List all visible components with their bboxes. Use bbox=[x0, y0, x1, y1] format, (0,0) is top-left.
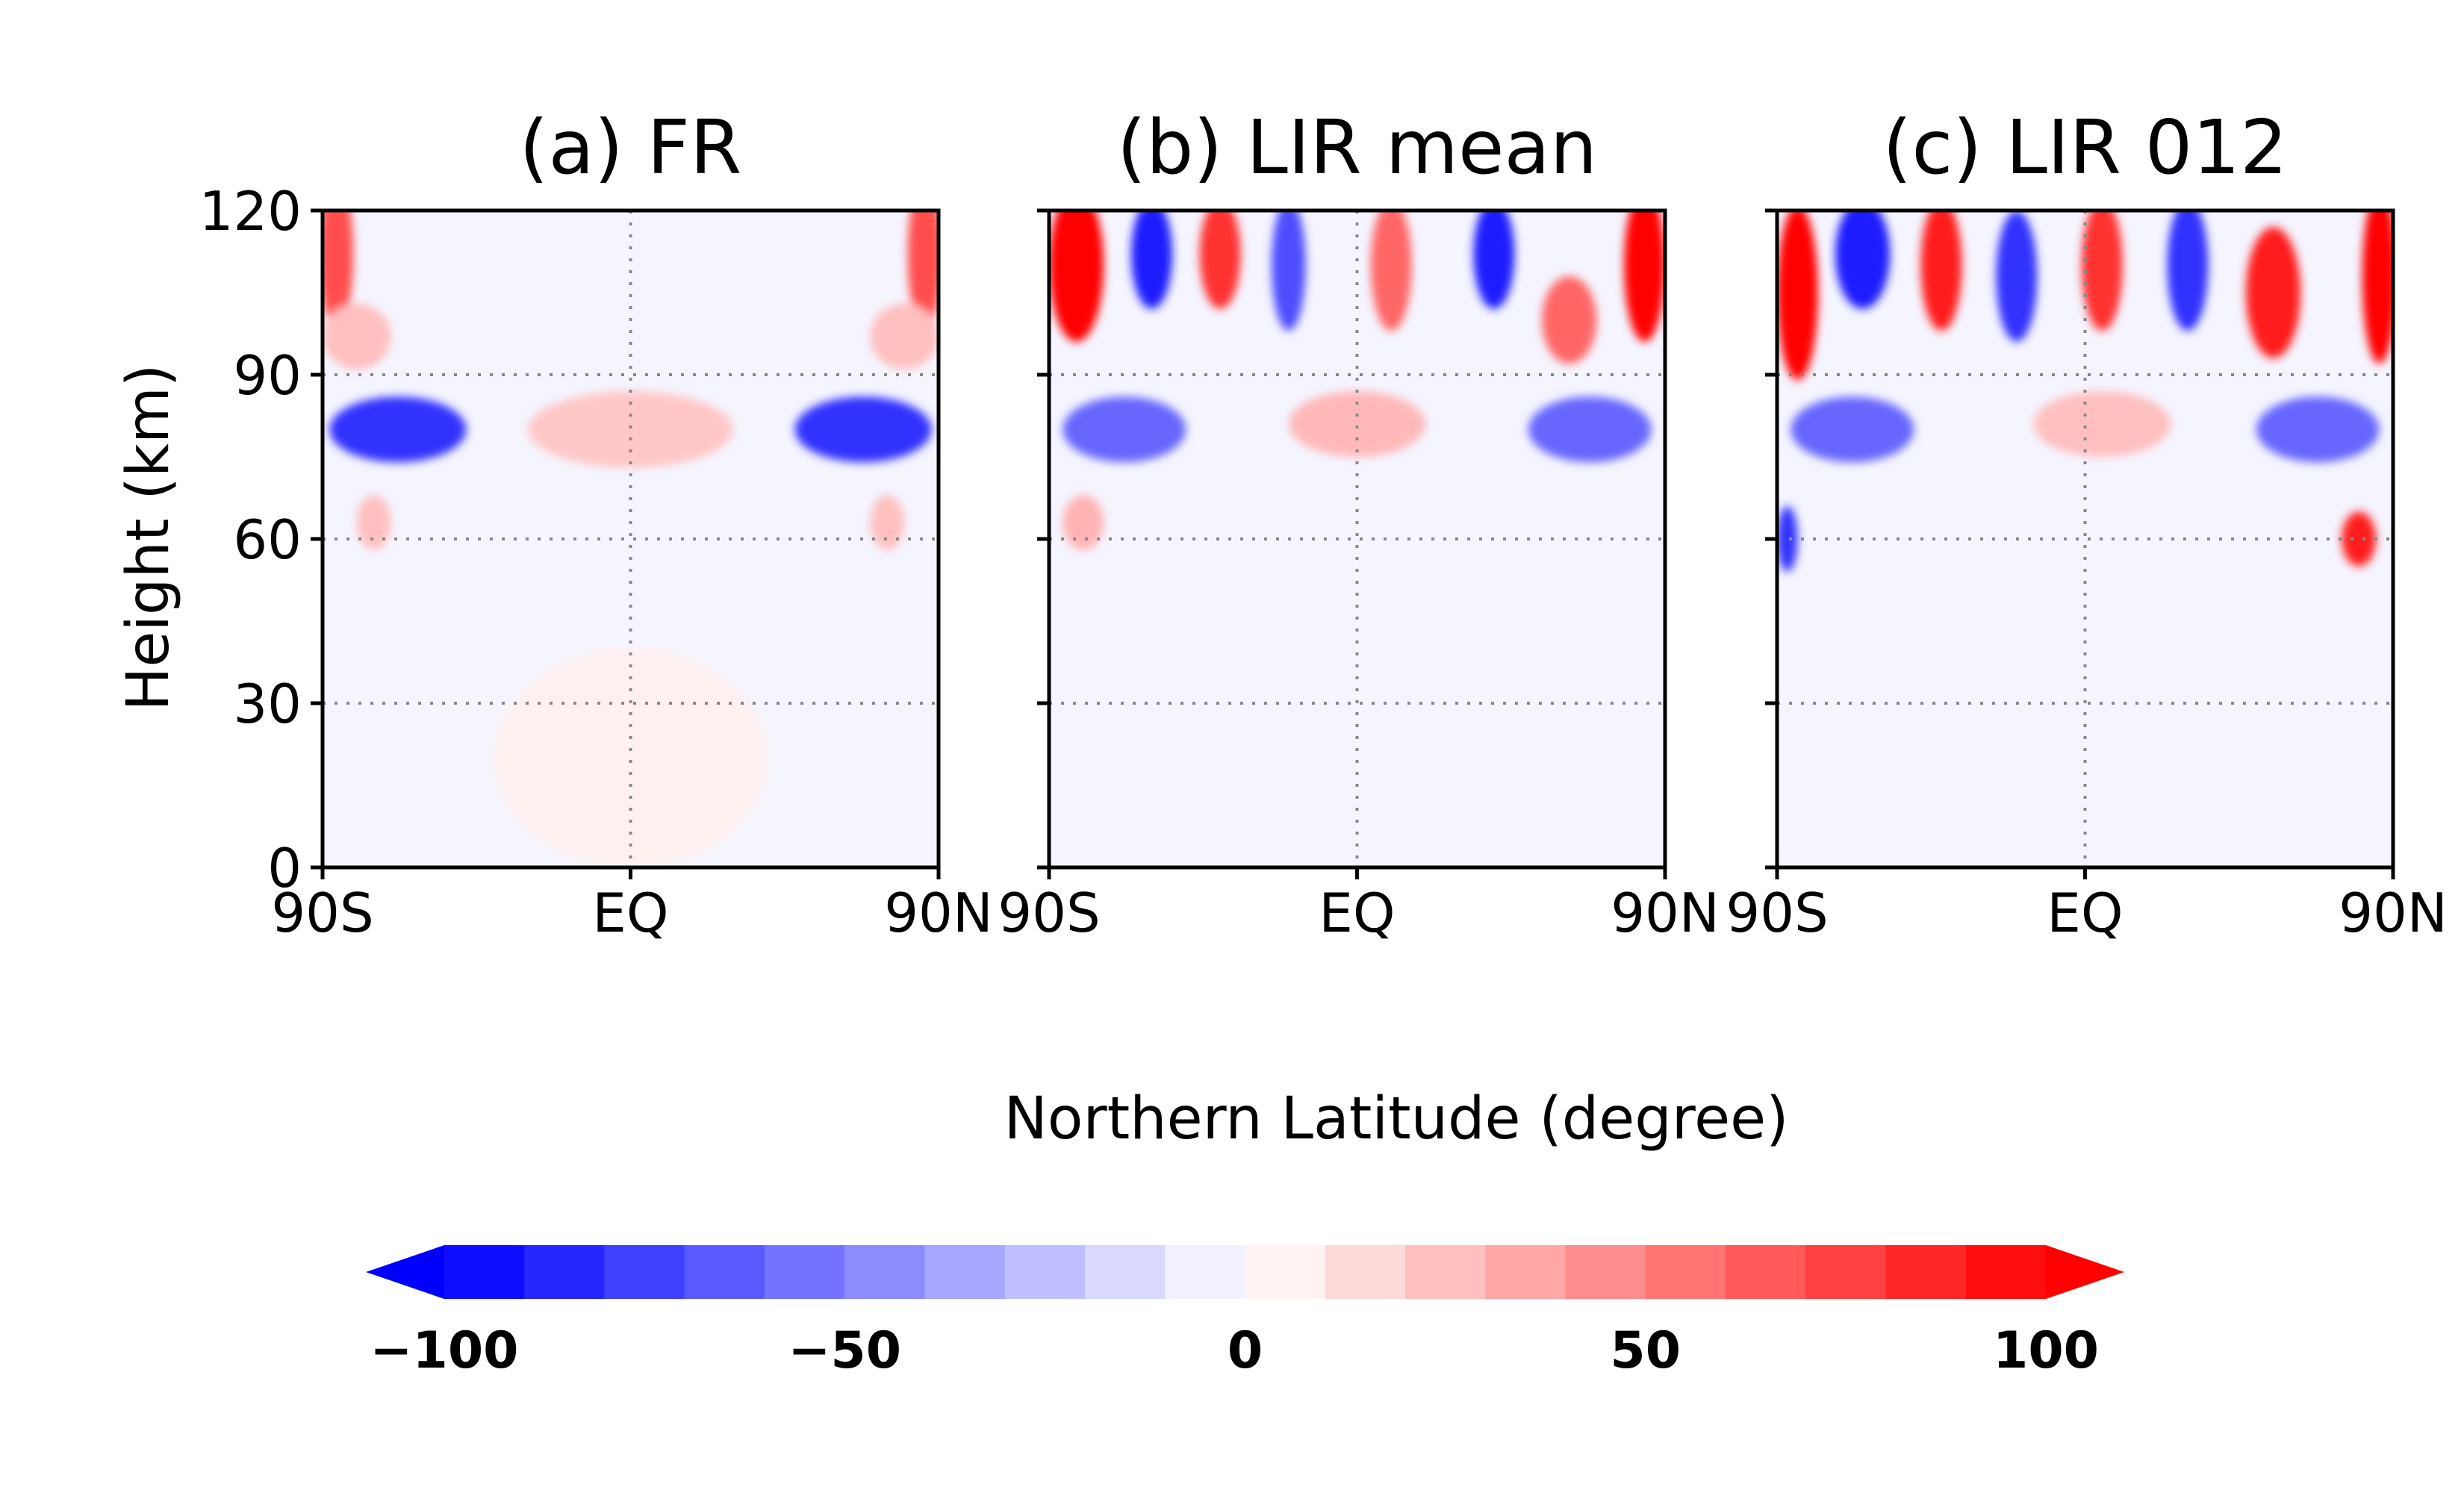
x-tick-label: EQ bbox=[1319, 882, 1395, 944]
contour-feature bbox=[2362, 211, 2393, 364]
field bbox=[1777, 211, 2393, 572]
contour-feature bbox=[528, 391, 733, 468]
contour-feature bbox=[1199, 211, 1241, 309]
x-tick-label: 90N bbox=[884, 882, 992, 944]
contour-feature bbox=[2256, 396, 2380, 463]
y-tick-label: 30 bbox=[233, 673, 302, 735]
contour-feature bbox=[2081, 211, 2123, 331]
field bbox=[323, 211, 939, 867]
panel-2: 90S EQ 90N (b) LIR mean bbox=[998, 104, 1719, 944]
contour-feature bbox=[1996, 211, 2038, 342]
panel-title: (b) LIR mean bbox=[1117, 104, 1597, 191]
contour-feature bbox=[1920, 211, 1962, 331]
contour-feature bbox=[1528, 396, 1652, 463]
colorbar-bin bbox=[844, 1245, 926, 1299]
contour-feature bbox=[1271, 211, 1306, 331]
contour-feature bbox=[794, 396, 932, 463]
contour-feature bbox=[1791, 396, 1914, 463]
colorbar-bin bbox=[1565, 1245, 1646, 1299]
colorbar-bin bbox=[1085, 1245, 1166, 1299]
colorbar-bin bbox=[524, 1245, 606, 1299]
colorbar-tick-label: −50 bbox=[788, 1321, 901, 1380]
contour-feature bbox=[1131, 211, 1172, 309]
panel-title: (c) LIR 012 bbox=[1882, 104, 2287, 191]
colorbar-bin bbox=[604, 1245, 685, 1299]
contour-feature bbox=[870, 495, 905, 550]
colorbar-bin bbox=[1885, 1245, 1967, 1299]
x-tick-label: 90N bbox=[2339, 882, 2447, 944]
contour-feature bbox=[1777, 506, 1798, 572]
contour-feature bbox=[1370, 211, 1412, 331]
colorbar-bin bbox=[1485, 1245, 1567, 1299]
contour-feature bbox=[2245, 227, 2301, 358]
colorbar-tick-label: 50 bbox=[1610, 1321, 1681, 1380]
colorbar-bin bbox=[924, 1245, 1006, 1299]
x-tick-label: 90S bbox=[271, 882, 373, 944]
contour-feature bbox=[323, 211, 354, 331]
y-axis-title: Height (km) bbox=[115, 364, 182, 711]
colorbar-tick-label: 100 bbox=[1993, 1321, 2099, 1380]
panel-3: 90S EQ 90N (c) LIR 012 bbox=[1726, 104, 2447, 944]
colorbar-bin bbox=[1645, 1245, 1726, 1299]
colorbar-bin bbox=[444, 1245, 525, 1299]
colorbar-min-arrow bbox=[366, 1245, 444, 1299]
contour-feature bbox=[356, 495, 391, 550]
colorbar: −100 −50 0 50 100 bbox=[366, 1245, 2124, 1380]
colorbar-bin bbox=[1325, 1245, 1406, 1299]
contour-feature bbox=[1777, 211, 1818, 381]
colorbar-bin bbox=[684, 1245, 765, 1299]
colorbar-bin bbox=[1245, 1245, 1326, 1299]
contour-feature bbox=[1473, 211, 1515, 309]
contour-feature bbox=[2033, 391, 2171, 457]
x-tick-label: EQ bbox=[2047, 882, 2123, 944]
x-tick-label: 90S bbox=[998, 882, 1100, 944]
contour-feature bbox=[1288, 391, 1426, 457]
x-tick-label: EQ bbox=[592, 882, 668, 944]
contour-feature bbox=[1542, 276, 1597, 364]
colorbar-bin bbox=[1805, 1245, 1887, 1299]
contour-feature bbox=[1835, 211, 1891, 309]
colorbar-bin bbox=[1405, 1245, 1486, 1299]
colorbar-bin bbox=[1004, 1245, 1086, 1299]
panels: 0 30 60 90 120 90S EQ 90N (a) FR 90S EQ 90N (b) LIR … bbox=[199, 104, 2448, 944]
x-tick-label: 90N bbox=[1611, 882, 1719, 944]
panel-1: 0 30 60 90 120 90S EQ 90N (a) FR bbox=[199, 104, 993, 944]
colorbar-bin bbox=[1165, 1245, 1246, 1299]
colorbar-max-arrow bbox=[2046, 1245, 2124, 1299]
contour-feature bbox=[2342, 511, 2377, 567]
contour-feature bbox=[1063, 495, 1104, 550]
contour-feature bbox=[323, 303, 391, 370]
contour-feature bbox=[2167, 211, 2209, 331]
field bbox=[1049, 211, 1665, 550]
x-axis-title: Northern Latitude (degree) bbox=[1004, 1085, 1788, 1153]
contour-feature bbox=[870, 303, 939, 370]
x-tick-label: 90S bbox=[1726, 882, 1828, 944]
y-tick-label: 60 bbox=[233, 508, 302, 571]
contour-feature bbox=[1049, 211, 1104, 342]
y-tick-label: 120 bbox=[199, 180, 302, 243]
contour-feature bbox=[329, 396, 467, 463]
contour-feature bbox=[1063, 396, 1186, 463]
colorbar-bin bbox=[765, 1245, 845, 1299]
contour-feature bbox=[907, 211, 939, 331]
colorbar-tick-label: 0 bbox=[1228, 1321, 1263, 1380]
colorbar-bin bbox=[1965, 1245, 2047, 1299]
colorbar-tick-label: −100 bbox=[370, 1321, 519, 1380]
y-tick-label: 0 bbox=[267, 837, 302, 900]
y-tick-label: 90 bbox=[233, 344, 302, 407]
panel-title: (a) FR bbox=[519, 104, 741, 191]
contour-feature bbox=[1624, 211, 1665, 342]
colorbar-bin bbox=[1726, 1245, 1806, 1299]
